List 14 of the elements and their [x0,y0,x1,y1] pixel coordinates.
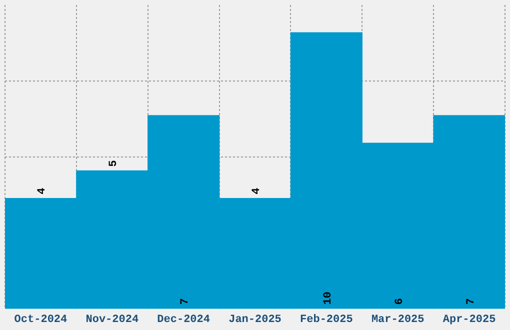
data-label: 4 [36,187,49,194]
x-tick-label: Dec-2024 [157,314,210,326]
data-label: 7 [465,298,478,305]
x-tick-label: Mar-2025 [371,314,425,326]
data-label: 7 [180,298,192,305]
x-tick-label: Feb-2025 [300,314,354,326]
data-label: 6 [394,298,406,305]
x-tick-label: Oct-2024 [14,314,68,326]
data-label: 5 [108,160,120,167]
x-tick-label: Nov-2024 [86,314,139,326]
data-label: 4 [251,187,263,194]
x-tick-label: Apr-2025 [442,314,496,326]
x-tick-label: Jan-2025 [228,314,282,326]
data-label: 10 [322,292,334,305]
